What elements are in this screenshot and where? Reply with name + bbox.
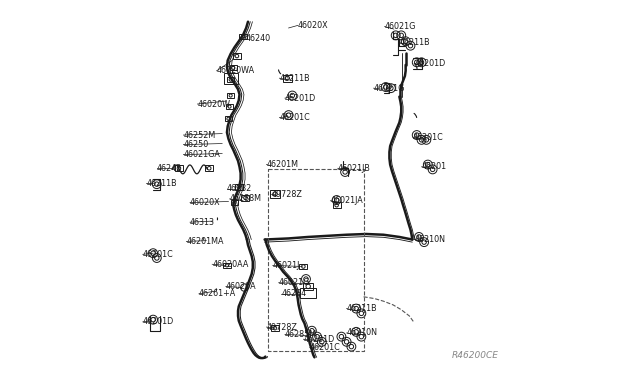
Text: 46210N: 46210N xyxy=(414,235,445,244)
Text: 46240: 46240 xyxy=(245,34,271,43)
Text: 46201: 46201 xyxy=(422,162,447,171)
Text: 46020AA: 46020AA xyxy=(212,260,248,269)
Text: 46250: 46250 xyxy=(184,140,209,149)
Bar xyxy=(227,93,234,98)
Text: 46020W: 46020W xyxy=(197,100,230,109)
Bar xyxy=(175,165,183,171)
Text: 46020X: 46020X xyxy=(190,198,221,207)
Text: 46242: 46242 xyxy=(157,164,182,173)
Bar xyxy=(205,165,213,171)
Text: 46201D: 46201D xyxy=(285,94,316,103)
Bar xyxy=(233,53,241,59)
Text: 46201C: 46201C xyxy=(143,250,173,259)
Bar xyxy=(223,73,237,84)
Bar xyxy=(270,190,280,198)
Text: 46261+A: 46261+A xyxy=(199,289,236,298)
Text: 46201C: 46201C xyxy=(413,133,444,142)
Bar xyxy=(239,33,247,39)
Text: 46211B: 46211B xyxy=(147,179,177,187)
Text: 46282: 46282 xyxy=(227,185,252,193)
Text: 46021J: 46021J xyxy=(273,261,300,270)
Text: 46021JA: 46021JA xyxy=(330,196,363,205)
Text: 49728Z: 49728Z xyxy=(271,190,302,199)
Text: 46285M: 46285M xyxy=(285,330,317,339)
Text: 46210N: 46210N xyxy=(347,328,378,337)
Bar xyxy=(231,200,237,205)
Bar xyxy=(230,65,237,70)
Text: 46201D: 46201D xyxy=(414,59,445,68)
Text: 46021GA: 46021GA xyxy=(184,150,220,159)
Bar xyxy=(283,75,292,81)
Text: 46313: 46313 xyxy=(190,218,215,227)
Text: 46284: 46284 xyxy=(281,289,307,298)
Text: 46201C: 46201C xyxy=(310,343,340,352)
Text: 46211B: 46211B xyxy=(399,38,430,47)
Bar xyxy=(300,288,317,298)
Bar xyxy=(223,263,230,268)
Text: 46201D: 46201D xyxy=(303,335,335,344)
Text: 46021G: 46021G xyxy=(278,278,310,287)
Text: 46211B: 46211B xyxy=(347,304,377,313)
Bar xyxy=(303,283,314,290)
Text: 46020WA: 46020WA xyxy=(216,66,255,75)
Bar xyxy=(300,263,307,269)
Text: 46021G: 46021G xyxy=(385,22,416,31)
Text: 46201C: 46201C xyxy=(280,113,310,122)
Bar xyxy=(226,104,233,109)
Text: 46021JB: 46021JB xyxy=(338,164,371,173)
Text: R46200CE: R46200CE xyxy=(452,350,499,360)
Bar xyxy=(333,202,340,208)
Text: 46211B: 46211B xyxy=(280,74,310,83)
Bar xyxy=(241,195,250,201)
Bar xyxy=(227,77,234,82)
Text: 49728Z: 49728Z xyxy=(266,323,298,331)
Text: 46201M: 46201M xyxy=(266,160,298,169)
Text: 46020A: 46020A xyxy=(226,282,257,291)
Bar xyxy=(271,325,279,331)
Text: 46288M: 46288M xyxy=(230,195,262,203)
Text: 46021G: 46021G xyxy=(374,84,405,93)
Bar xyxy=(235,184,243,190)
Bar xyxy=(225,116,232,121)
Text: 46201MA: 46201MA xyxy=(186,237,224,246)
Text: 46020X: 46020X xyxy=(298,21,328,30)
Text: 46252M: 46252M xyxy=(184,131,216,140)
Text: 46201D: 46201D xyxy=(143,317,174,326)
